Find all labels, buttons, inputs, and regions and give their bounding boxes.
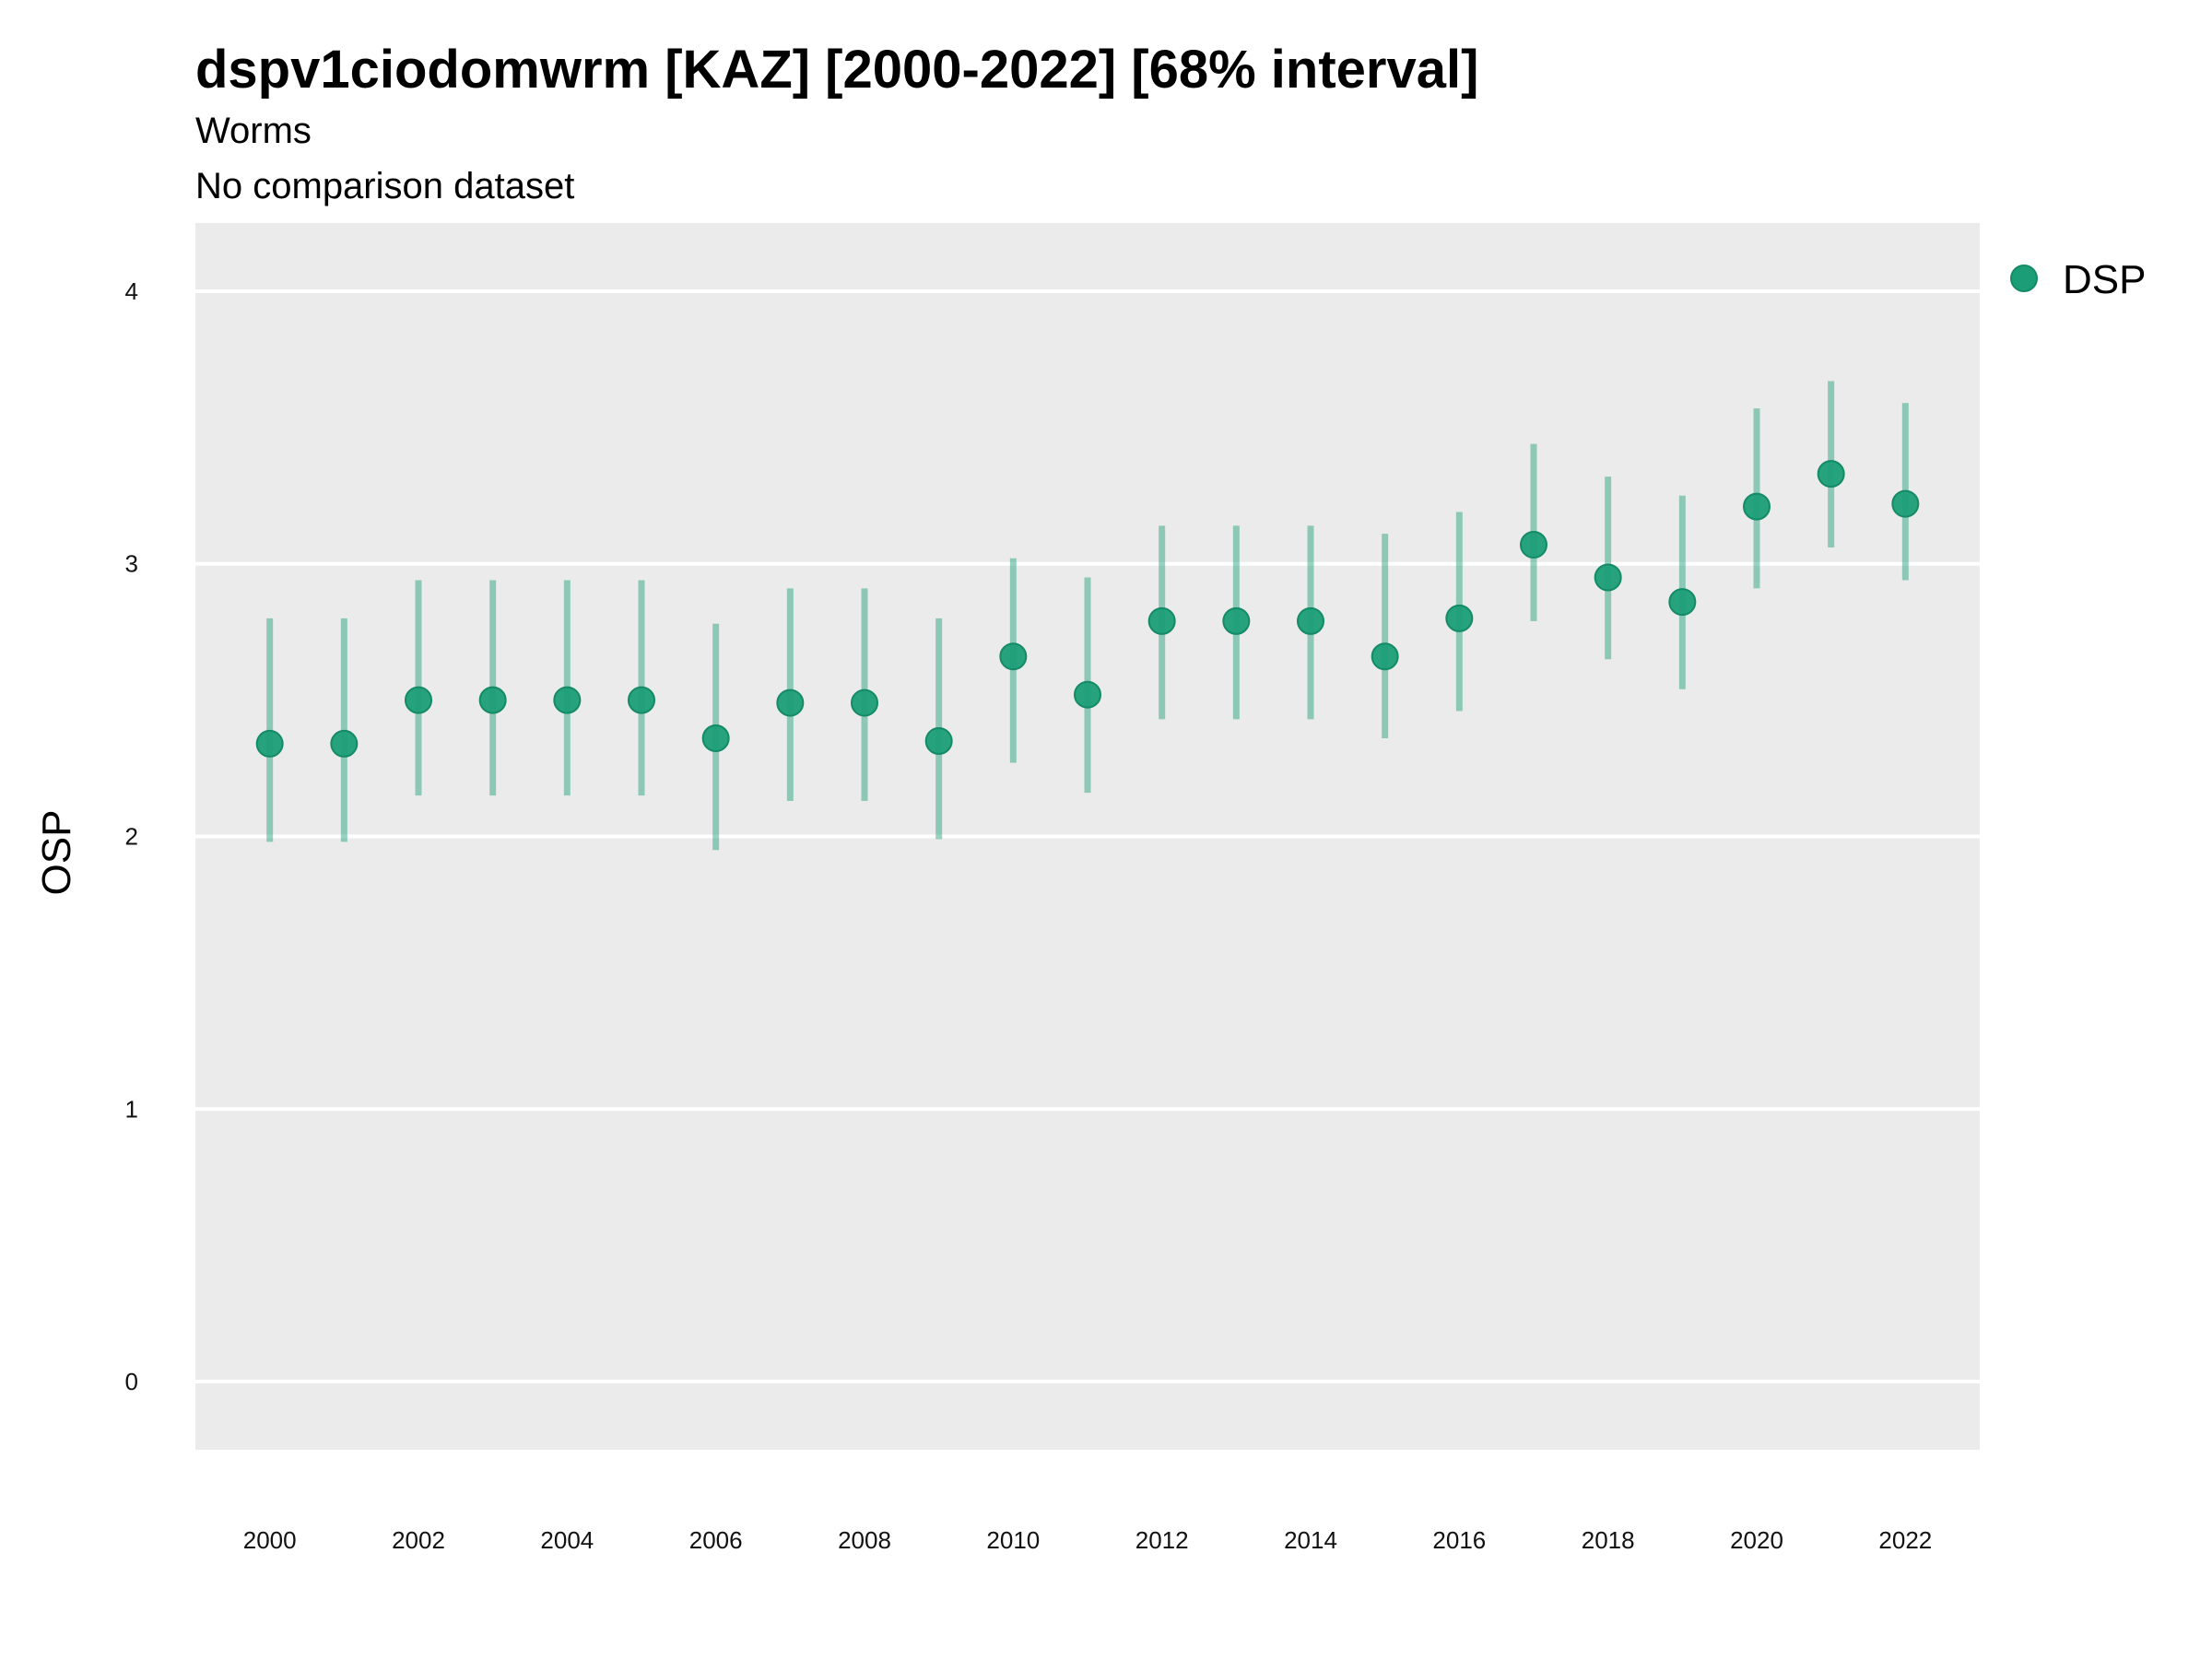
point-2005 [628, 686, 655, 714]
x-tick-label: 2018 [1582, 1526, 1635, 1554]
point-2010 [999, 642, 1028, 671]
x-tick-label: 2004 [540, 1526, 594, 1554]
y-axis-ticks: 0 1 2 3 4 [125, 277, 138, 1395]
legend-label-dsp: DSP [2063, 257, 2146, 302]
point-2014 [1297, 606, 1324, 635]
point-2017 [1520, 531, 1547, 559]
x-tick-label: 2014 [1284, 1526, 1337, 1554]
point-2009 [924, 726, 953, 755]
point-2020 [1743, 492, 1771, 521]
point-2007 [776, 688, 805, 717]
point-2022 [1891, 489, 1920, 518]
gridlines [195, 288, 1980, 1384]
x-tick-label: 2010 [986, 1526, 1040, 1554]
chart-caption: No comparison dataset [195, 166, 574, 206]
y-tick-label: 0 [125, 1368, 138, 1395]
point-2003 [478, 686, 507, 714]
point-2012 [1147, 606, 1176, 635]
x-tick-label: 2008 [838, 1526, 891, 1554]
x-tick-label: 2000 [243, 1526, 297, 1554]
chart-title: dspv1ciodomwrm [KAZ] [2000-2022] [68% in… [195, 40, 1478, 100]
point-2019 [1668, 588, 1697, 617]
point-2008 [851, 688, 878, 717]
point-2021 [1817, 460, 1845, 488]
point-2001 [330, 729, 359, 758]
point-2015 [1371, 642, 1399, 671]
legend-key-dsp [2010, 265, 2038, 292]
x-tick-label: 2022 [1878, 1526, 1932, 1554]
x-tick-label: 2020 [1730, 1526, 1783, 1554]
chart-subtitle: Worms [195, 111, 312, 151]
y-tick-label: 2 [125, 823, 138, 851]
y-tick-label: 4 [125, 277, 138, 305]
point-2016 [1445, 604, 1474, 632]
point-2011 [1074, 680, 1101, 709]
point-2013 [1222, 606, 1251, 635]
x-tick-label: 2006 [689, 1526, 743, 1554]
y-tick-label: 3 [125, 550, 138, 578]
legend: DSP [2010, 257, 2146, 302]
point-2002 [405, 686, 432, 714]
x-tick-label: 2002 [392, 1526, 445, 1554]
point-2000 [255, 729, 284, 758]
point-2004 [553, 686, 582, 714]
x-axis-ticks: 2000 2002 2004 2006 2008 2010 2012 2014 2016 2018… [243, 1526, 1933, 1554]
x-tick-label: 2012 [1135, 1526, 1189, 1554]
y-tick-label: 1 [125, 1095, 138, 1123]
x-tick-label: 2016 [1432, 1526, 1486, 1554]
y-axis-label: OSP [34, 810, 79, 896]
point-2006 [701, 724, 730, 753]
point-2018 [1594, 563, 1622, 592]
data-points [255, 460, 1920, 758]
